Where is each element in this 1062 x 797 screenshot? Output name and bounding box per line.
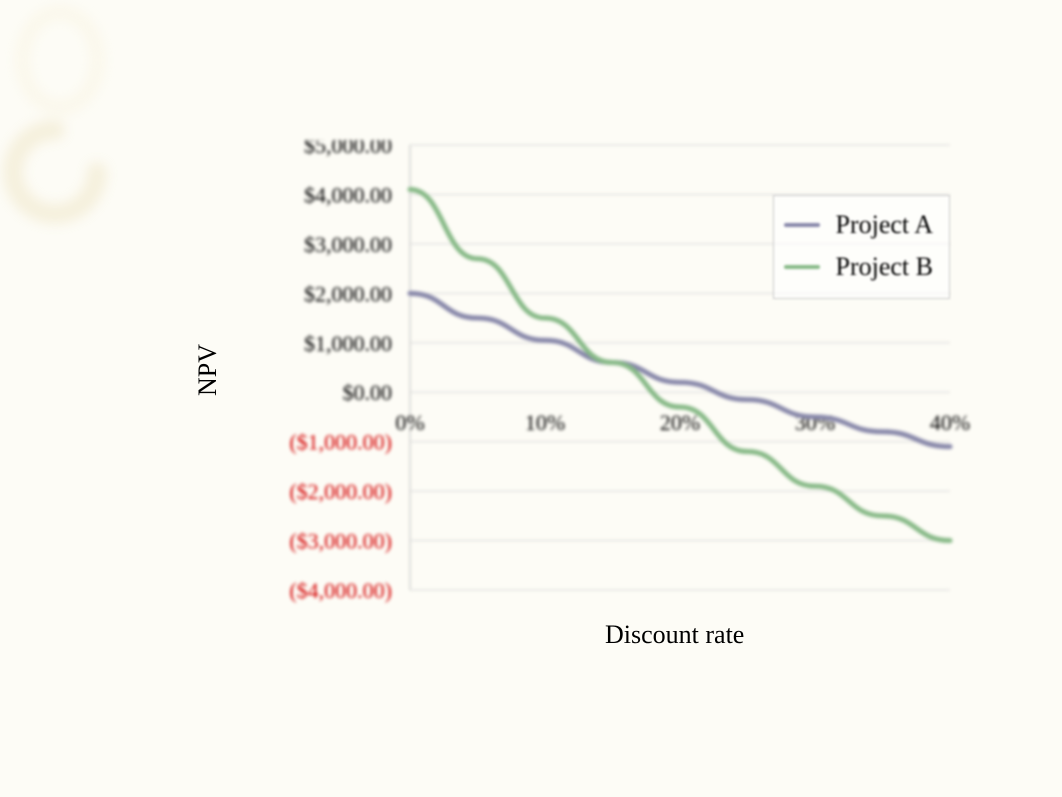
legend-label: Project B bbox=[836, 252, 934, 282]
y-tick-label: ($1,000.00) bbox=[289, 430, 392, 455]
y-tick-label: ($4,000.00) bbox=[289, 578, 392, 603]
y-tick-label: ($3,000.00) bbox=[289, 529, 392, 554]
y-tick-label: $2,000.00 bbox=[304, 281, 392, 306]
legend-label: Project A bbox=[836, 210, 934, 240]
y-tick-label: ($2,000.00) bbox=[289, 479, 392, 504]
x-axis-title: Discount rate bbox=[605, 620, 744, 650]
npv-chart: NPV $5,000.00$4,000.00$3,000.00$2,000.00… bbox=[200, 140, 980, 660]
x-tick-label: 0% bbox=[395, 410, 424, 435]
x-tick-label: 10% bbox=[525, 410, 565, 435]
y-tick-label: $4,000.00 bbox=[304, 182, 392, 207]
y-tick-label: $3,000.00 bbox=[304, 232, 392, 257]
y-tick-label: $0.00 bbox=[343, 380, 393, 405]
x-tick-label: 20% bbox=[660, 410, 700, 435]
background-watermark bbox=[0, 0, 180, 260]
legend: Project A Project B bbox=[773, 195, 951, 299]
x-tick-label: 40% bbox=[930, 410, 970, 435]
legend-item: Project A bbox=[784, 204, 934, 246]
y-tick-label: $5,000.00 bbox=[304, 140, 392, 158]
y-tick-label: $1,000.00 bbox=[304, 331, 392, 356]
legend-item: Project B bbox=[784, 246, 934, 288]
legend-swatch bbox=[784, 265, 820, 269]
legend-swatch bbox=[784, 223, 820, 227]
